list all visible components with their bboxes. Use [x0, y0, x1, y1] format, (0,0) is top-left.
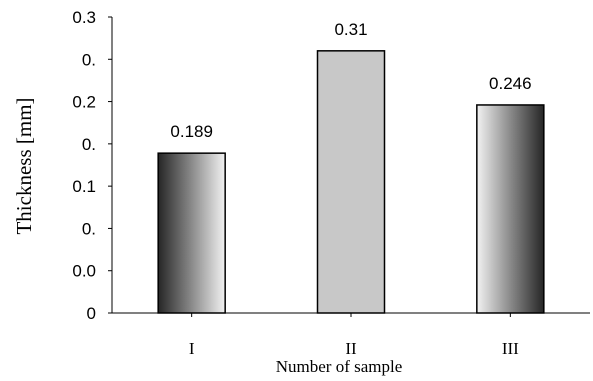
- y-tick-label: 0: [87, 304, 96, 323]
- x-axis: I II III: [112, 312, 590, 358]
- y-tick-label: 0.1: [72, 177, 96, 196]
- y-axis-title: Thickness [mm]: [12, 97, 36, 234]
- y-tick-label: 0.: [82, 219, 96, 238]
- x-axis-title: Number of sample: [276, 357, 403, 376]
- data-label-II: 0.31: [334, 20, 367, 39]
- data-label-I: 0.189: [170, 122, 213, 141]
- y-tick-label: 0.3: [72, 8, 96, 27]
- x-tick-label: II: [345, 339, 357, 358]
- data-label-III: 0.246: [489, 74, 532, 93]
- bar-I: [157, 152, 226, 314]
- bar-III: [476, 104, 545, 314]
- bars: 0.189 0.31 0.246: [157, 20, 545, 314]
- bar-II: [316, 50, 386, 314]
- y-tick-label: 0.: [82, 50, 96, 69]
- y-tick-label: 0.0: [72, 262, 96, 281]
- x-tick-label: I: [189, 339, 195, 358]
- x-tick-label: III: [502, 339, 519, 358]
- y-tick-label: 0.: [82, 135, 96, 154]
- y-axis: 0 0.0 0. 0.1 0. 0.2 0. 0.3: [72, 8, 113, 323]
- y-tick-label: 0.2: [72, 93, 96, 112]
